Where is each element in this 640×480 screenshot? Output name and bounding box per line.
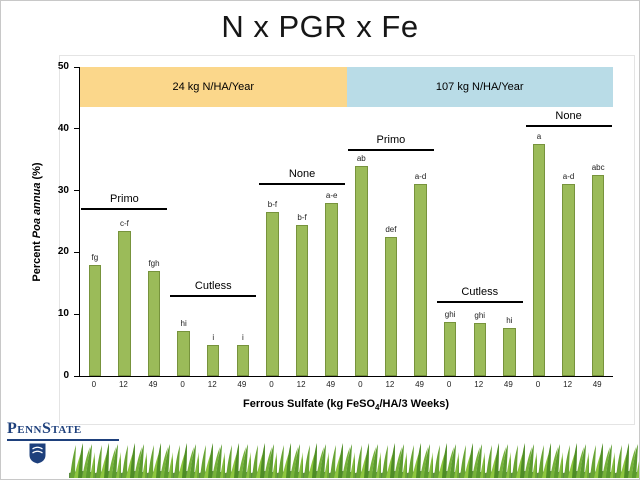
x-tick-label: 49	[415, 380, 424, 389]
x-tick-label: 12	[118, 380, 128, 389]
x-tick-label: 0	[535, 380, 541, 389]
significance-letter: b-f	[267, 200, 278, 210]
grass-image	[69, 442, 639, 478]
significance-letter: a	[536, 132, 542, 142]
bar	[177, 330, 190, 376]
pgr-group-label: None	[555, 109, 582, 122]
x-tick-label: 12	[207, 380, 217, 389]
significance-letter: a-d	[414, 172, 427, 182]
x-tick-label: 12	[474, 380, 484, 389]
pennstate-logo: PennState	[7, 420, 129, 478]
significance-letter: i	[212, 333, 215, 343]
significance-letter: fg	[91, 252, 99, 262]
x-tick-label: 49	[503, 380, 513, 389]
x-tick-label: 49	[237, 380, 247, 389]
y-axis: 0 10 20 30 40 50	[39, 61, 79, 381]
significance-letter: b-f	[297, 212, 307, 222]
plot-area: 24 kg N/HA/Year 107 kg N/HA/Year fg c-f fgh P…	[79, 67, 613, 377]
x-tick-label: 12	[296, 380, 306, 389]
pgr-group-label: None	[288, 168, 316, 181]
bar	[414, 184, 427, 376]
x-axis-label-suffix: /HA/3 Weeks)	[379, 398, 449, 410]
y-tick-label: 30	[57, 184, 69, 196]
y-tick-label: 0	[63, 370, 69, 381]
x-axis-label-subscript: 4	[375, 403, 380, 413]
x-tick-label: 0	[91, 380, 97, 389]
significance-letter: ghi	[444, 310, 456, 320]
n-rate-band: 107 kg N/HA/Year	[346, 67, 613, 108]
bar	[236, 345, 250, 376]
pgr-group-label: Cutless	[194, 279, 232, 292]
significance-letter: hi	[180, 318, 187, 328]
pgr-group-line	[436, 300, 523, 303]
y-tick-label: 50	[57, 61, 69, 72]
x-axis-label: Ferrous Sulfate (kg FeSO4/HA/3 Weeks)	[79, 398, 613, 412]
pgr-group-label: Primo	[110, 193, 139, 206]
bar	[147, 270, 161, 376]
y-tick-label: 20	[57, 246, 69, 258]
x-tick-label: 49	[592, 380, 602, 389]
significance-letter: a-d	[562, 172, 575, 182]
y-tick-mark	[74, 66, 79, 68]
x-tick-label: 12	[563, 380, 573, 389]
x-tick-label: 49	[148, 380, 158, 389]
bar	[118, 230, 131, 376]
bar	[503, 328, 516, 376]
bar	[266, 212, 279, 376]
y-tick-mark	[74, 190, 79, 192]
pgr-group-label: Primo	[376, 134, 406, 147]
bar	[325, 202, 338, 376]
pgr-group-line	[347, 149, 434, 152]
x-tick-label: 49	[326, 380, 336, 389]
y-tick-label: 40	[57, 122, 69, 134]
y-tick-mark	[74, 128, 79, 130]
y-tick-mark	[74, 313, 79, 315]
pgr-group-line	[81, 208, 168, 211]
pgr-group-line	[525, 124, 612, 127]
bar	[591, 175, 605, 376]
bar	[384, 236, 398, 376]
y-tick-mark	[74, 251, 79, 253]
significance-letter: hi	[506, 316, 513, 326]
bar	[355, 165, 368, 376]
x-axis-label-prefix: Ferrous Sulfate (kg FeSO	[243, 398, 376, 410]
bar	[562, 184, 575, 376]
pgr-group-label: Cutless	[461, 285, 499, 298]
bar	[473, 323, 486, 376]
significance-letter: ab	[356, 153, 366, 163]
y-tick-mark	[74, 375, 79, 377]
logo-underline	[7, 439, 119, 441]
pgr-group-line	[170, 294, 257, 297]
significance-letter: ghi	[474, 311, 486, 321]
significance-letter: i	[241, 333, 244, 343]
significance-letter: fgh	[148, 258, 160, 268]
page-title: N x PGR x Fe	[221, 9, 419, 44]
chart-frame	[59, 55, 635, 425]
pennstate-shield-icon	[29, 443, 46, 464]
bar	[443, 322, 457, 376]
significance-letter: abc	[591, 163, 605, 173]
x-tick-label: 0	[358, 380, 363, 389]
bar	[532, 144, 546, 376]
significance-letter: def	[385, 224, 397, 234]
y-tick-label: 10	[57, 308, 69, 320]
n-rate-band: 24 kg N/HA/Year	[80, 67, 347, 108]
significance-letter: c-f	[119, 218, 129, 228]
pgr-group-line	[259, 183, 345, 186]
x-tick-label: 0	[180, 380, 185, 389]
x-tick-label: 0	[269, 380, 274, 389]
x-axis: 0 12 49 0 12 49 0 12 49 0 12 49 0 12 49 0 12 49	[79, 380, 613, 392]
x-tick-label: 12	[385, 380, 395, 389]
pennstate-wordmark: PennState	[7, 420, 82, 437]
x-tick-label: 0	[446, 380, 452, 389]
bar	[88, 264, 101, 376]
bar	[295, 224, 309, 376]
bar	[207, 345, 220, 376]
significance-letter: a-e	[325, 190, 338, 200]
